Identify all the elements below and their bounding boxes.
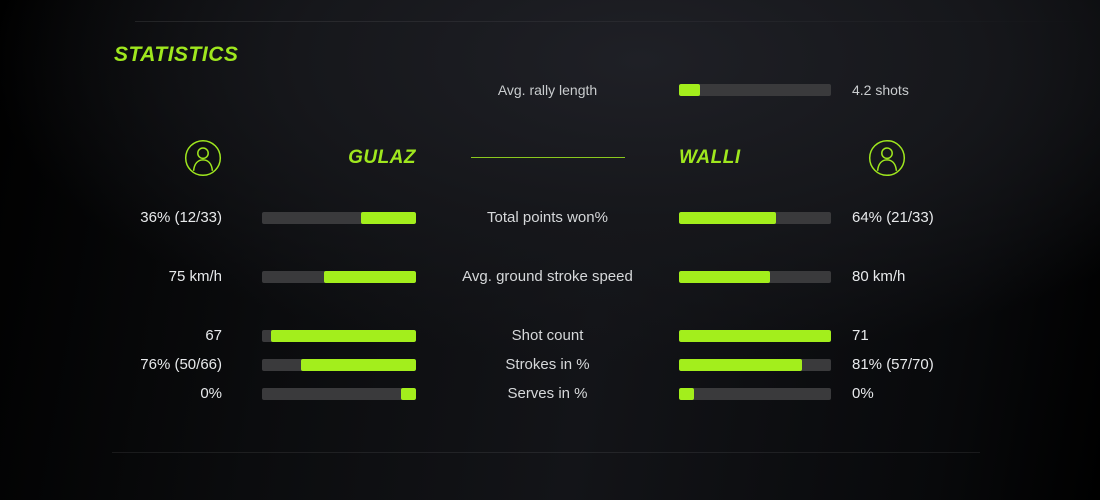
stat-row-shot-count: 67 Shot count 71 <box>114 321 986 350</box>
left-bar-fill <box>323 270 416 283</box>
players-header: GULAZ WALLI <box>114 136 986 180</box>
header-divider-line <box>470 157 625 159</box>
summary-bar <box>679 83 831 96</box>
right-value: 80 km/h <box>852 268 906 285</box>
stats-list: 36% (12/33) Total points won% 64% (21/33… <box>114 203 986 408</box>
right-bar <box>679 358 831 371</box>
right-bar-fill <box>679 329 831 342</box>
header-divider-cell <box>416 149 679 167</box>
panel-bottom-border <box>112 452 980 453</box>
left-value: 76% (50/66) <box>140 356 222 373</box>
person-icon <box>868 139 906 177</box>
right-bar <box>679 329 831 342</box>
summary-label: Avg. rally length <box>497 81 598 98</box>
right-value: 81% (57/70) <box>852 356 934 373</box>
stat-label: Shot count <box>511 327 584 344</box>
right-value: 71 <box>852 327 869 344</box>
stat-row-ground-stroke-speed: 75 km/h Avg. ground stroke speed 80 km/h <box>114 262 986 291</box>
stat-label: Avg. ground stroke speed <box>462 268 633 285</box>
left-player-name: GULAZ <box>348 147 416 168</box>
right-bar <box>679 211 831 224</box>
left-bar <box>262 270 416 283</box>
left-value: 36% (12/33) <box>140 209 222 226</box>
right-bar-fill <box>679 211 777 224</box>
left-bar-fill <box>271 329 416 342</box>
left-bar <box>262 329 416 342</box>
left-bar <box>262 211 416 224</box>
summary-value: 4.2 shots <box>852 81 909 98</box>
left-value: 0% <box>200 385 222 402</box>
right-value: 0% <box>852 385 874 402</box>
right-bar <box>679 387 831 400</box>
stat-label: Total points won% <box>487 209 608 226</box>
right-player-avatar <box>852 139 986 177</box>
panel-top-border <box>135 21 1100 22</box>
left-bar-fill <box>400 387 416 400</box>
right-value: 64% (21/33) <box>852 209 934 226</box>
statistics-panel: STATISTICS Avg. rally length 4.2 shots G… <box>114 0 986 408</box>
right-bar <box>679 270 831 283</box>
left-bar-fill <box>360 211 416 224</box>
stat-row-strokes-in: 76% (50/66) Strokes in % 81% (57/70) <box>114 350 986 379</box>
left-bar-fill <box>300 358 416 371</box>
page-title: STATISTICS <box>114 43 239 66</box>
summary-row: Avg. rally length 4.2 shots <box>114 75 986 104</box>
left-value: 75 km/h <box>168 268 222 285</box>
stat-label: Strokes in % <box>505 356 590 373</box>
summary-bar-fill <box>679 83 701 96</box>
left-value: 67 <box>205 327 222 344</box>
right-bar-fill <box>679 387 695 400</box>
stat-row-total-points: 36% (12/33) Total points won% 64% (21/33… <box>114 203 986 232</box>
left-bar <box>262 387 416 400</box>
left-bar <box>262 358 416 371</box>
right-bar-fill <box>679 270 771 283</box>
right-bar-fill <box>679 358 803 371</box>
stat-label: Serves in % <box>507 385 588 402</box>
person-icon <box>184 139 222 177</box>
stat-row-serves-in: 0% Serves in % 0% <box>114 379 986 408</box>
right-player-name: WALLI <box>679 147 741 168</box>
left-player-avatar <box>114 139 222 177</box>
